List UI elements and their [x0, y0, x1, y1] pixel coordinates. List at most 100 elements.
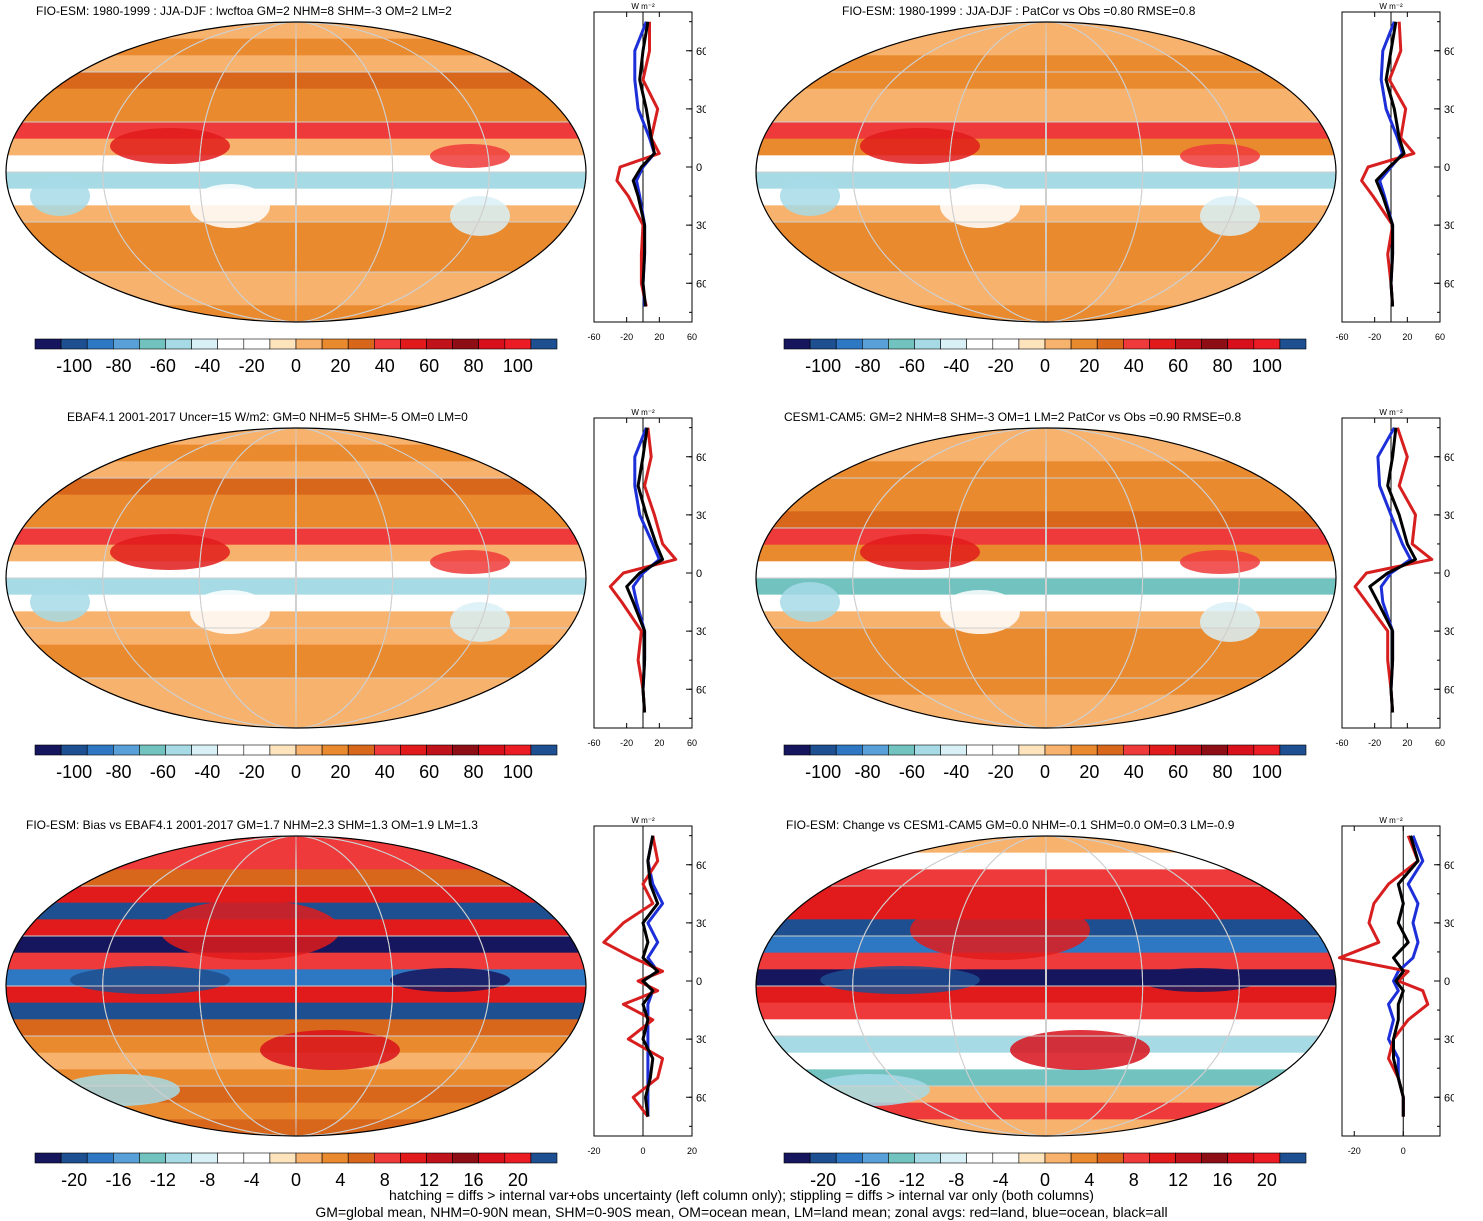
colorbar-tick-label: -4 [244, 1170, 260, 1190]
x-tick-label: 0 [640, 1146, 645, 1156]
map-anomaly [30, 176, 90, 216]
colorbar-tick-label: -20 [61, 1170, 87, 1190]
x-tick-label: 20 [654, 332, 664, 342]
colorbar-tick-label: -4 [993, 1170, 1009, 1190]
zonal-unit: W m⁻² [1379, 2, 1403, 11]
map-anomaly [190, 184, 270, 228]
x-tick-label: 60 [687, 332, 697, 342]
colorbar-swatch [113, 744, 140, 756]
colorbar-swatch [1279, 744, 1307, 756]
colorbar-swatch [269, 1152, 297, 1164]
colorbar-swatch [426, 744, 453, 756]
graticule-meridian [1045, 836, 1047, 1136]
colorbar-swatch [478, 744, 506, 756]
colorbar-tick-label: -8 [199, 1170, 215, 1190]
lat-tick-label: 60S [696, 278, 706, 290]
colorbar-swatch [1253, 1152, 1281, 1164]
map-anomaly [430, 550, 510, 574]
colorbar-swatch [1122, 744, 1150, 756]
robinson-map [5, 21, 587, 323]
colorbar-swatch [530, 1152, 558, 1164]
colorbar-swatch [1279, 1152, 1307, 1164]
lat-tick-label: 60N [696, 46, 706, 58]
colorbar-swatch [1018, 744, 1046, 756]
lat-tick-label: 30S [1444, 626, 1454, 638]
graticule-meridian [295, 22, 297, 322]
colorbar: -100 -80 -60 -40 -20 0 20 40 60 80 100 [34, 744, 558, 782]
colorbar-swatch [295, 338, 323, 350]
map-anomaly [860, 128, 980, 164]
x-tick-label: -20 [1348, 1146, 1361, 1156]
map-outline [5, 835, 587, 1137]
colorbar-swatch [530, 744, 558, 756]
lat-tick-label: 0 [696, 162, 702, 174]
colorbar-tick-label: -20 [810, 1170, 836, 1190]
colorbar-swatch [914, 744, 941, 756]
colorbar-tick-label: -80 [855, 762, 881, 782]
map-anomaly [30, 582, 90, 622]
lat-tick-label: 60N [1444, 46, 1454, 58]
colorbar-swatch [966, 338, 994, 350]
colorbar-swatch [86, 338, 114, 350]
colorbar-swatch [34, 744, 62, 756]
map-outline [755, 835, 1337, 1137]
colorbar-tick-label: 16 [1212, 1170, 1232, 1190]
panel-title: FIO-ESM: 1980-1999 : JJA-DJF : lwcftoa G… [36, 4, 452, 18]
colorbar-tick-label: 80 [463, 356, 483, 376]
zonal-series-all [1392, 835, 1420, 1117]
lat-tick-label: 30S [696, 220, 706, 232]
colorbar-tick-label: 4 [335, 1170, 345, 1190]
colorbar-swatch [1279, 338, 1307, 350]
map-anomaly [390, 968, 510, 992]
map-outline [5, 21, 587, 323]
colorbar-swatch [139, 338, 166, 350]
colorbar-swatch [113, 1152, 140, 1164]
lat-tick-label: 30S [696, 1034, 706, 1046]
colorbar-tick-label: -16 [106, 1170, 132, 1190]
zonal-series-land [1360, 21, 1416, 307]
x-tick-label: -60 [1335, 332, 1348, 342]
colorbar-swatch [835, 744, 863, 756]
colorbar-swatch [1227, 744, 1255, 756]
colorbar-swatch [888, 1152, 915, 1164]
colorbar-swatch [1070, 1152, 1098, 1164]
panel-title: FIO-ESM: 1980-1999 : JJA-DJF : PatCor vs… [842, 4, 1196, 18]
colorbar-tick-label: -60 [150, 762, 176, 782]
colorbar-swatch [1201, 338, 1229, 350]
panel-title: FIO-ESM: Change vs CESM1-CAM5 GM=0.0 NHM… [786, 818, 1235, 832]
colorbar-tick-label: -40 [943, 762, 969, 782]
colorbar-swatch [940, 744, 968, 756]
colorbar-tick-label: 100 [1252, 762, 1282, 782]
colorbar-swatch [1044, 338, 1072, 350]
colorbar-swatch [452, 338, 480, 350]
zonal-unit: W m⁻² [631, 816, 655, 825]
colorbar-swatch [1175, 1152, 1202, 1164]
robinson-map [755, 427, 1337, 729]
colorbar-swatch [1201, 1152, 1229, 1164]
zonal-series-land [602, 835, 665, 1118]
panel-title: EBAF4.1 2001-2017 Uncer=15 W/m2: GM=0 NH… [67, 410, 468, 424]
colorbar-tick-label: 8 [380, 1170, 390, 1190]
colorbar-tick-label: 0 [1040, 762, 1050, 782]
lat-tick-label: 60N [696, 860, 706, 872]
colorbar-swatch [966, 744, 994, 756]
colorbar-swatch [373, 744, 401, 756]
panel-title: FIO-ESM: Bias vs EBAF4.1 2001-2017 GM=1.… [26, 818, 478, 832]
map-anomaly [1140, 968, 1260, 992]
colorbar-swatch [321, 744, 349, 756]
colorbar: -100 -80 -60 -40 -20 0 20 40 60 80 100 [783, 338, 1307, 376]
zonal-mean-plot: W m⁻² 60N 30N 0 30S 60S -60 -20 20 60 [587, 2, 706, 342]
x-tick-label: -60 [587, 738, 600, 748]
colorbar-swatch [992, 338, 1020, 350]
graticule-meridian [198, 836, 394, 1136]
colorbar-tick-label: 0 [291, 356, 301, 376]
graticule-meridian [295, 428, 297, 728]
colorbar-swatch [1044, 1152, 1072, 1164]
colorbar-swatch [862, 338, 889, 350]
map-anomaly [820, 966, 980, 994]
colorbar-swatch [191, 1152, 219, 1164]
colorbar-swatch [34, 338, 62, 350]
lat-tick-label: 60S [696, 1092, 706, 1104]
robinson-map [5, 427, 587, 729]
colorbar-tick-label: 40 [1124, 356, 1144, 376]
